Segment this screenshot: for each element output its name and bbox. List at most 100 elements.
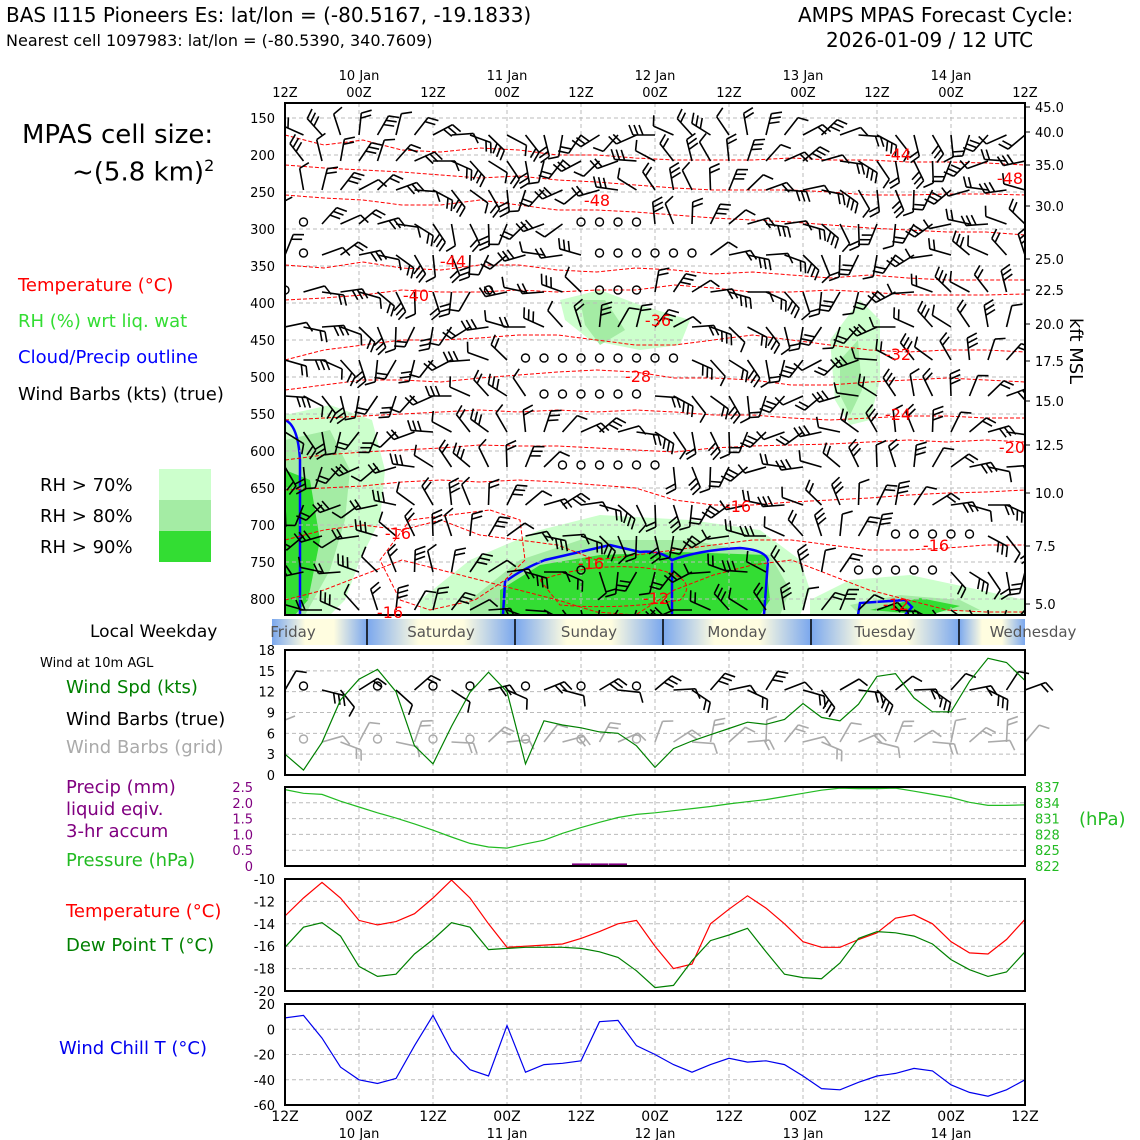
wind-barb [321, 291, 348, 306]
wind-barb [543, 535, 569, 552]
wind-barb-true [488, 684, 517, 697]
wind-barb-grid [913, 729, 942, 743]
wind-barb [527, 160, 545, 185]
wind-barb [728, 209, 756, 225]
wind-barb [924, 189, 952, 205]
time-tick-bottom: 12Z [715, 1109, 742, 1125]
wind-barb-true [709, 672, 736, 691]
wind-barb [775, 431, 804, 446]
weekday-name: Tuesday [853, 623, 915, 641]
y-tick: 0 [267, 769, 275, 784]
calm-circle [298, 681, 309, 691]
y-tick: -16 [254, 940, 275, 955]
wind-barb [571, 185, 600, 197]
wind-barb [387, 543, 398, 573]
calm-circle [557, 389, 568, 399]
wind-barb [746, 138, 766, 162]
wind-barb [535, 223, 563, 238]
pressure-tick: 400 [250, 297, 275, 312]
wind-barb [354, 519, 378, 537]
wind-barb [480, 254, 508, 270]
wind-barb [934, 266, 952, 293]
wind-barb [728, 587, 748, 611]
wind-barb [450, 591, 476, 611]
kft-tick: 17.5 [1035, 355, 1064, 370]
wind-barb-grid [802, 735, 832, 746]
wind-barb [425, 254, 437, 283]
wind-barb [668, 161, 681, 191]
wind-barb [1005, 303, 1023, 328]
wind-barb [469, 598, 499, 611]
y-tick: 0 [267, 1023, 275, 1038]
wind-barb-true [987, 689, 1009, 711]
wind-barb-true [894, 675, 923, 691]
pressure-tick: 500 [250, 371, 275, 386]
wind-barb [691, 197, 704, 225]
wind-barb-true [784, 681, 813, 691]
wind-barb [617, 504, 636, 530]
wind-barb [374, 359, 397, 380]
calm-circle [594, 248, 605, 258]
wind-barb [775, 458, 804, 471]
wind-barb [518, 160, 531, 190]
wind-barb [466, 341, 489, 361]
wind-barb [831, 476, 844, 506]
wind-barb [780, 326, 791, 356]
wind-barb [442, 350, 471, 363]
wind-barb [857, 223, 878, 246]
wind-barb [941, 187, 970, 197]
wind-barb [969, 461, 998, 474]
forecast-cycle-title: AMPS MPAS Forecast Cycle: [798, 3, 1074, 27]
legend-rh: RH (%) wrt liq. wat [18, 311, 188, 332]
y-tick: 1.5 [232, 813, 253, 828]
calm-circle [594, 353, 605, 363]
wind-barb [353, 359, 367, 389]
calm-circle [520, 734, 531, 744]
wind-barb [745, 550, 767, 573]
wind-barb [552, 159, 582, 173]
wind-barb [882, 368, 897, 397]
weekday-name: Sunday [561, 623, 617, 641]
wind-barb [628, 609, 638, 615]
wind-barb [886, 283, 915, 295]
wind-barb [728, 359, 749, 383]
wind-barb [984, 205, 1007, 225]
y-tick: 2.5 [232, 781, 253, 796]
wind-barb [691, 279, 720, 293]
temperature-contour-label: -16 [377, 603, 403, 622]
wind-barb [522, 404, 534, 433]
kft-tick: 12.5 [1035, 439, 1064, 454]
wind-barb [978, 134, 1007, 145]
wind-barb [793, 425, 822, 438]
legend-rh90-swatch [159, 531, 211, 562]
wind-barb [636, 431, 662, 446]
wind-barb-grid [617, 732, 647, 743]
wind-barb [321, 324, 350, 337]
wind-barb [839, 160, 866, 175]
wind-barb [562, 492, 591, 506]
y-tick-right: 831 [1035, 813, 1060, 828]
wind-barb [719, 500, 748, 511]
kft-tick: 40.0 [1035, 126, 1064, 141]
wind-barb [473, 369, 490, 397]
wind-barb [395, 584, 409, 611]
wind-barb [996, 154, 1025, 167]
wind-barb [727, 395, 741, 425]
calm-circle [576, 353, 586, 363]
wind-barb [959, 159, 989, 170]
wind-barb [701, 504, 730, 519]
calm-circle [650, 248, 660, 258]
wind-barb [665, 599, 692, 611]
precip-bar [590, 863, 609, 866]
label-wind-speed: Wind Spd (kts) [66, 677, 198, 698]
calm-circle [631, 353, 642, 363]
wind-barb [688, 466, 701, 496]
calm-circle [428, 681, 438, 691]
wind-barb [406, 419, 434, 433]
wind-barb [404, 394, 434, 406]
wind-barb [908, 134, 921, 164]
wind-barb [332, 106, 343, 136]
wind-barb [689, 590, 711, 611]
temperature-contour [285, 334, 1025, 361]
y-tick: 1.0 [232, 828, 253, 843]
